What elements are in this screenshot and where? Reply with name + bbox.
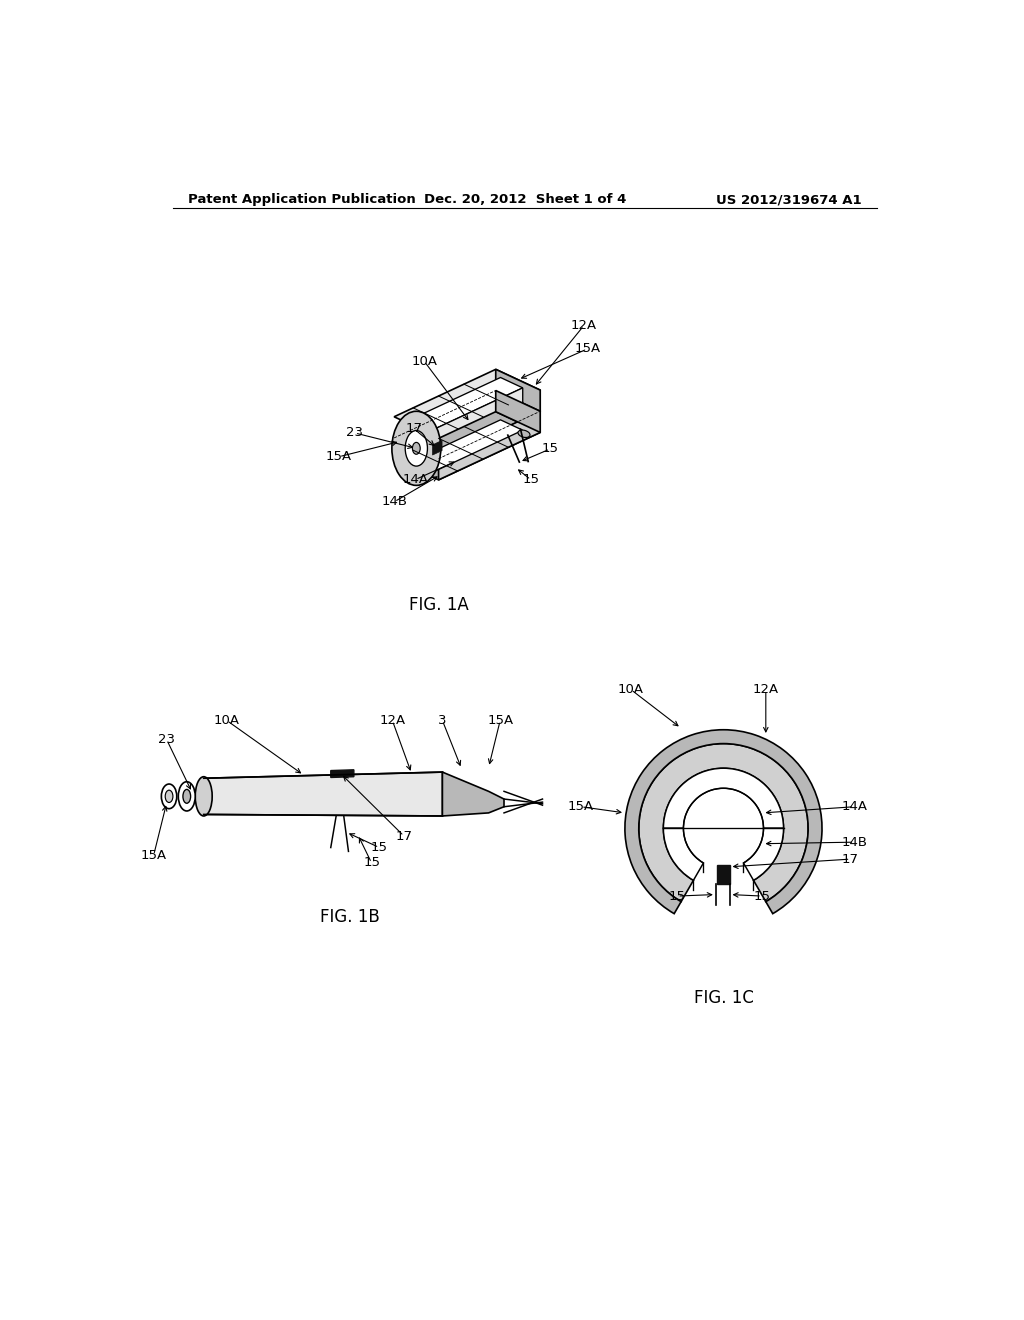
Ellipse shape xyxy=(162,784,177,809)
Ellipse shape xyxy=(392,412,440,486)
Polygon shape xyxy=(438,391,541,459)
Text: 15A: 15A xyxy=(574,342,600,355)
Polygon shape xyxy=(496,370,541,412)
Polygon shape xyxy=(204,772,442,816)
Polygon shape xyxy=(432,441,442,455)
Text: 14B: 14B xyxy=(842,836,867,849)
Ellipse shape xyxy=(406,430,427,466)
Text: FIG. 1B: FIG. 1B xyxy=(321,908,380,925)
Polygon shape xyxy=(412,378,522,429)
Polygon shape xyxy=(394,412,541,480)
Polygon shape xyxy=(496,391,541,433)
Wedge shape xyxy=(639,743,808,902)
Text: Patent Application Publication: Patent Application Publication xyxy=(188,193,416,206)
Text: 17: 17 xyxy=(406,422,422,436)
Ellipse shape xyxy=(413,442,420,454)
Text: 23: 23 xyxy=(346,426,364,440)
Text: 14A: 14A xyxy=(402,473,428,486)
Text: 23: 23 xyxy=(159,733,175,746)
Text: 15: 15 xyxy=(542,442,559,455)
Ellipse shape xyxy=(178,781,196,810)
Ellipse shape xyxy=(196,776,212,816)
Wedge shape xyxy=(664,768,783,829)
Text: 15A: 15A xyxy=(568,800,594,813)
Text: 10A: 10A xyxy=(618,684,644,696)
Polygon shape xyxy=(717,866,730,884)
Text: 15: 15 xyxy=(371,841,388,854)
Text: 15: 15 xyxy=(754,890,770,903)
Text: 12A: 12A xyxy=(753,684,779,696)
Text: 12A: 12A xyxy=(570,319,597,333)
Text: 15A: 15A xyxy=(140,849,167,862)
Text: 15A: 15A xyxy=(487,714,513,727)
Text: Dec. 20, 2012  Sheet 1 of 4: Dec. 20, 2012 Sheet 1 of 4 xyxy=(424,193,626,206)
Text: 12A: 12A xyxy=(379,714,406,727)
Polygon shape xyxy=(438,412,541,480)
Text: 10A: 10A xyxy=(214,714,240,727)
Polygon shape xyxy=(331,770,354,777)
Text: 15: 15 xyxy=(364,857,380,870)
Text: 15: 15 xyxy=(669,890,686,903)
Text: 14A: 14A xyxy=(842,800,867,813)
Text: 17: 17 xyxy=(395,829,413,842)
Polygon shape xyxy=(442,772,504,816)
Text: 15: 15 xyxy=(522,474,540,486)
Text: FIG. 1C: FIG. 1C xyxy=(693,989,754,1007)
Wedge shape xyxy=(743,829,783,880)
Text: 15A: 15A xyxy=(326,450,352,463)
Text: 10A: 10A xyxy=(411,355,437,367)
Text: 14B: 14B xyxy=(381,495,408,508)
Polygon shape xyxy=(394,370,541,437)
Polygon shape xyxy=(412,420,522,471)
Text: US 2012/319674 A1: US 2012/319674 A1 xyxy=(717,193,862,206)
Ellipse shape xyxy=(183,789,190,804)
Text: 17: 17 xyxy=(842,853,859,866)
Text: FIG. 1A: FIG. 1A xyxy=(409,597,468,614)
Wedge shape xyxy=(625,730,822,913)
Ellipse shape xyxy=(518,430,530,437)
Text: 3: 3 xyxy=(438,714,446,727)
Ellipse shape xyxy=(165,791,173,803)
Wedge shape xyxy=(664,829,703,880)
Polygon shape xyxy=(434,388,522,450)
